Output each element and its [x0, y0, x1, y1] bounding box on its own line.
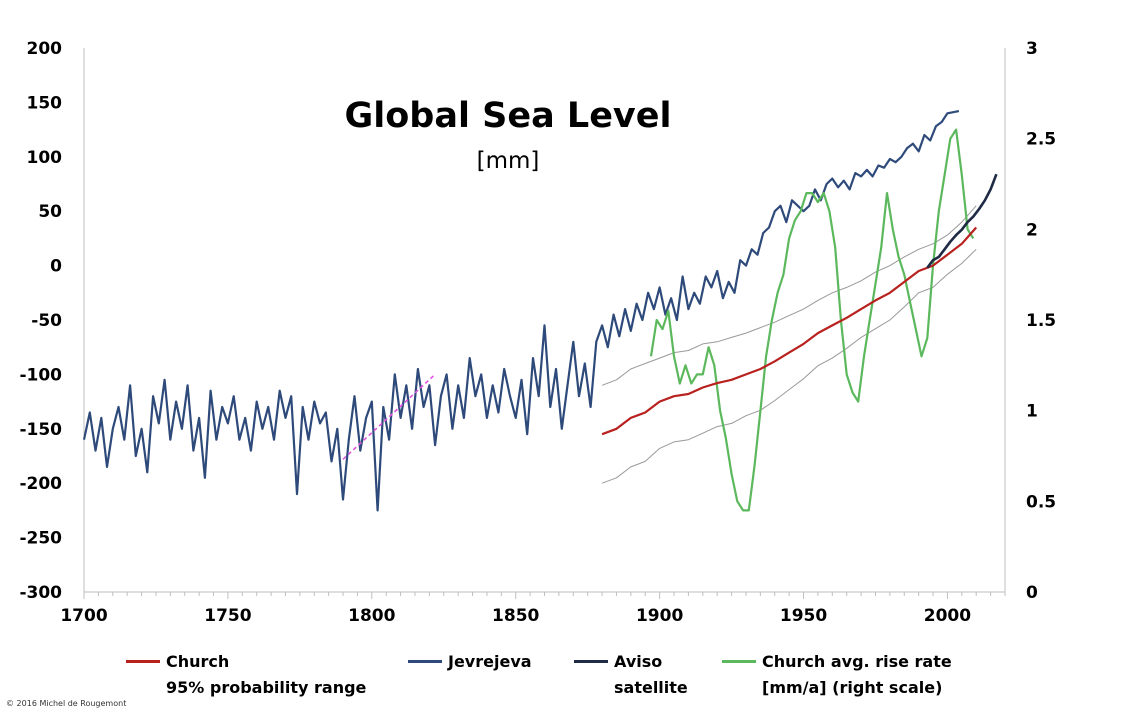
chart-series — [82, 110, 998, 512]
y-tick-label-right: 2.5 — [1026, 130, 1056, 150]
series-line-church-1 — [601, 226, 978, 436]
y-tick-label-right: 3 — [1026, 39, 1038, 59]
legend-label-rise-rate-scale: [mm/a] (right scale) — [762, 678, 943, 697]
legend-swatch-aviso — [574, 660, 608, 663]
y-tick-label-left: 50 — [38, 202, 62, 222]
legend-label-church: Church — [166, 652, 230, 671]
y-tick-label-left: 200 — [27, 39, 63, 59]
x-tick-label: 1800 — [348, 606, 395, 626]
legend-label-aviso-satellite: satellite — [614, 678, 688, 697]
y-tick-label-left: 150 — [27, 93, 63, 113]
legend-label-rise-rate: Church avg. rise rate — [762, 652, 952, 671]
y-tick-label-right: 1 — [1026, 402, 1038, 422]
y-tick-label-right: 1.5 — [1026, 311, 1056, 331]
y-tick-label-right: 0.5 — [1026, 492, 1056, 512]
x-tick-label: 1900 — [636, 606, 683, 626]
series-line-church-avg-rise-rate-mm-a-right-scale-5 — [649, 128, 975, 512]
y-tick-label-right: 2 — [1026, 220, 1038, 240]
chart-legend: Church 95% probability range Jevrejeva A… — [0, 649, 1134, 701]
y-tick-label-left: -150 — [19, 420, 62, 440]
y-tick-label-left: -300 — [19, 583, 62, 603]
x-tick-label: 1750 — [204, 606, 251, 626]
legend-swatch-rise-rate — [722, 660, 756, 663]
x-tick-label: 1700 — [60, 606, 107, 626]
chart-subtitle: [mm] — [477, 148, 540, 174]
y-tick-label-left: -50 — [31, 311, 62, 331]
series-line-95-probability-range-2 — [601, 205, 977, 386]
y-tick-label-left: 0 — [50, 257, 62, 277]
x-tick-label: 1850 — [492, 606, 539, 626]
y-tick-label-left: 100 — [27, 148, 63, 168]
copyright-notice: © 2016 Michel de Rougemont — [6, 699, 127, 708]
legend-swatch-jevrejeva — [408, 660, 442, 663]
legend-label-jevrejeva: Jevrejeva — [448, 652, 532, 671]
y-tick-label-right: 0 — [1026, 583, 1038, 603]
y-tick-label-left: -250 — [19, 529, 62, 549]
legend-swatch-church — [126, 660, 160, 663]
series-line-95-probability-range-3 — [601, 248, 977, 484]
y-tick-label-left: -200 — [19, 474, 62, 494]
legend-label-aviso: Aviso — [614, 652, 663, 671]
legend-label-church-range: 95% probability range — [166, 678, 367, 697]
chart-axes — [83, 48, 1006, 599]
x-tick-label: 1950 — [780, 606, 827, 626]
y-tick-label-left: -100 — [19, 365, 62, 385]
sea-level-chart: 200 150 100 50 0 -50 -100 -150 -200 -250 -300 3 2.5 2… — [19, 39, 1056, 626]
series-line-aviso-satellite-4 — [926, 173, 998, 269]
chart-title: Global Sea Level — [345, 96, 672, 136]
x-tick-label: 2000 — [924, 606, 971, 626]
chart-tick-labels: 200 150 100 50 0 -50 -100 -150 -200 -250 -300 3 2.5 2… — [19, 39, 1056, 626]
